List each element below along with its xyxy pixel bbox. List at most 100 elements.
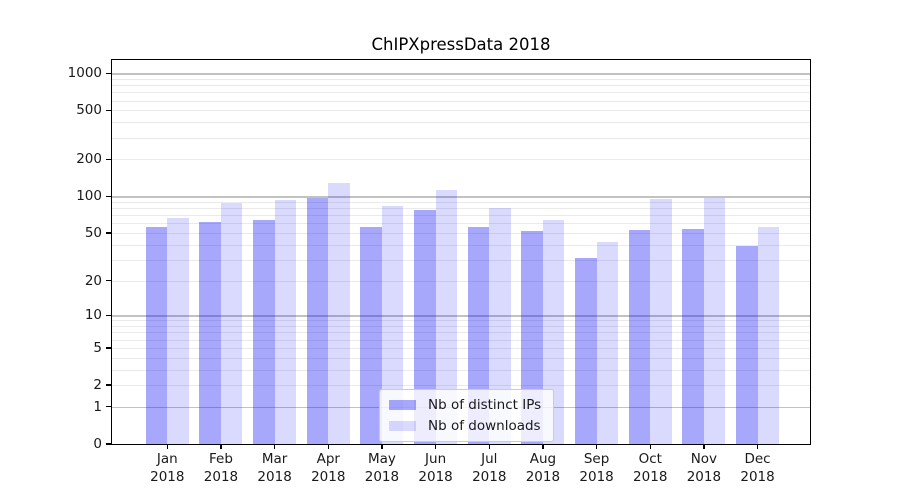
- gridline-minor: [112, 259, 810, 261]
- gridline-major: [112, 73, 810, 75]
- x-tick: [166, 444, 168, 449]
- x-tick-label-jun: Jun 2018: [404, 451, 468, 486]
- gridline-minor: [112, 320, 810, 322]
- y-tick-label: 5: [93, 339, 102, 356]
- x-tick-label-aug: Aug 2018: [511, 451, 575, 486]
- y-tick-label: 50: [84, 224, 102, 241]
- bar-downloads-may: [381, 205, 404, 444]
- x-label-month: Feb: [209, 451, 233, 467]
- x-tick: [703, 444, 705, 449]
- y-tick-label: 500: [76, 102, 102, 119]
- x-tick: [542, 444, 544, 449]
- y-tick: [106, 384, 112, 386]
- x-tick-label-may: May 2018: [350, 451, 414, 486]
- y-tick-label: 1000: [67, 65, 102, 82]
- gridline-minor: [112, 137, 810, 139]
- x-label-year: 2018: [633, 468, 668, 485]
- y-tick: [106, 158, 112, 161]
- bar-downloads-oct: [650, 199, 672, 444]
- gridline-minor: [112, 85, 810, 87]
- x-label-year: 2018: [472, 468, 507, 485]
- y-tick: [106, 232, 112, 234]
- bar-downloads-aug: [542, 219, 565, 444]
- legend: Nb of distinct IPs Nb of downloads: [379, 389, 555, 442]
- x-label-month: Apr: [316, 451, 340, 467]
- x-tick: [220, 444, 222, 449]
- y-tick: [106, 314, 112, 316]
- bar-downloads-dec: [757, 227, 780, 444]
- bar-distinct-ips-may: [360, 227, 382, 444]
- gridline-minor: [112, 208, 810, 210]
- x-tick-label-sep: Sep 2018: [565, 451, 629, 486]
- y-tick: [106, 443, 112, 445]
- legend-label-distinct-ips: Nb of distinct IPs: [428, 397, 542, 413]
- bar-distinct-ips-jun: [414, 210, 436, 444]
- legend-item-downloads: Nb of downloads: [389, 417, 541, 435]
- x-label-month: Oct: [638, 451, 662, 467]
- gridline-minor: [112, 223, 810, 225]
- gridline-minor: [112, 159, 810, 161]
- x-label-year: 2018: [364, 468, 400, 485]
- gridline-minor: [112, 332, 810, 334]
- y-tick-label: 20: [84, 272, 102, 289]
- x-label-year: 2018: [686, 468, 722, 485]
- x-label-year: 2018: [418, 468, 453, 485]
- x-label-year: 2018: [740, 468, 775, 485]
- bar-distinct-ips-apr: [306, 198, 329, 444]
- bar-distinct-ips-feb: [199, 221, 221, 444]
- bar-downloads-nov: [703, 198, 726, 444]
- gridline-minor: [112, 347, 810, 349]
- x-tick: [756, 444, 759, 449]
- y-tick-label: 1: [93, 398, 102, 415]
- chart-title: ChIPXpressData 2018: [371, 35, 551, 54]
- y-tick: [106, 72, 112, 74]
- x-tick-label-jan: Jan 2018: [135, 451, 199, 486]
- y-tick-label: 0: [93, 436, 102, 452]
- x-tick-label-mar: Mar 2018: [243, 451, 307, 486]
- x-label-month: Nov: [690, 451, 718, 467]
- gridline-minor: [112, 280, 810, 282]
- bar-distinct-ips-sep: [575, 258, 597, 444]
- bar-distinct-ips-dec: [736, 246, 758, 444]
- x-label-month: May: [367, 451, 396, 467]
- x-label-year: 2018: [579, 468, 614, 485]
- x-tick-label-dec: Dec 2018: [726, 451, 790, 486]
- x-label-month: Dec: [744, 451, 771, 467]
- y-tick-label: 10: [84, 307, 102, 324]
- x-tick: [327, 444, 329, 449]
- plot-area: Nb of distinct IPs Nb of downloads: [111, 59, 811, 445]
- x-tick: [488, 444, 490, 449]
- x-tick: [595, 444, 598, 449]
- gridline-minor: [112, 339, 810, 341]
- x-label-month: Mar: [261, 451, 288, 467]
- bar-downloads-jun: [435, 189, 458, 444]
- x-tick-label-feb: Feb 2018: [189, 451, 253, 486]
- legend-label-downloads: Nb of downloads: [428, 418, 541, 434]
- bar-downloads-feb: [220, 203, 243, 444]
- bar-downloads-jul: [489, 207, 511, 444]
- gridline-minor: [112, 326, 810, 328]
- gridline-major: [112, 315, 810, 317]
- bar-distinct-ips-oct: [628, 229, 651, 444]
- gridline-minor: [112, 122, 810, 124]
- bar-downloads-mar: [274, 200, 297, 444]
- x-label-year: 2018: [203, 468, 239, 485]
- bar-downloads-apr: [328, 183, 350, 444]
- x-label-year: 2018: [257, 468, 292, 485]
- x-tick-label-apr: Apr 2018: [296, 451, 360, 486]
- x-tick: [434, 444, 437, 449]
- bar-downloads-sep: [596, 242, 619, 444]
- x-label-month: Jan: [156, 451, 178, 467]
- y-tick: [106, 279, 112, 282]
- x-tick: [649, 444, 651, 449]
- gridline-minor: [112, 110, 810, 112]
- x-label-month: Jul: [481, 451, 498, 467]
- x-label-year: 2018: [525, 468, 561, 485]
- legend-swatch-downloads-icon: [389, 421, 416, 431]
- bar-distinct-ips-mar: [253, 219, 275, 444]
- y-tick-label: 2: [93, 377, 102, 394]
- y-tick-label: 100: [76, 188, 102, 205]
- bar-distinct-ips-nov: [682, 228, 704, 444]
- y-tick-label: 200: [76, 151, 102, 168]
